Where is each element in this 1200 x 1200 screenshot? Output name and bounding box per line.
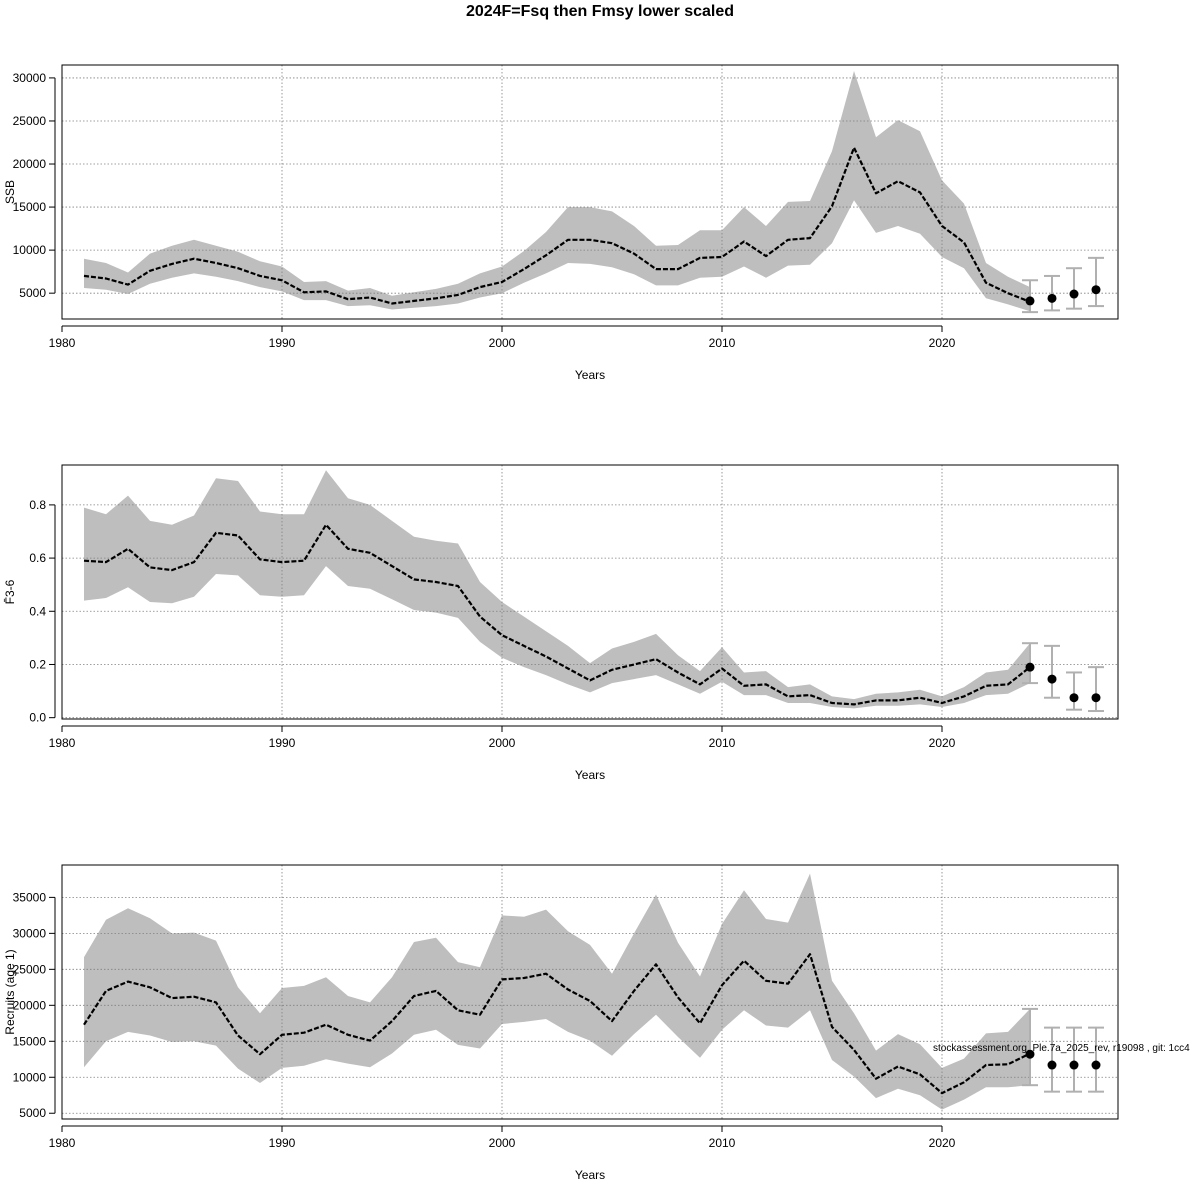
estimate-line — [83, 146, 1031, 305]
x-tick-label: 1990 — [269, 1136, 296, 1150]
x-tick-label: 2020 — [929, 1136, 956, 1150]
chart-panel-2: 1980 1990 2000 2010 2020 Years 0.0 0.2 0.4 0.6 0.8… — [3, 464, 1119, 782]
chart-panel-1: 1980 1990 2000 2010 2020 Years 5000 10000 15000 2… — [3, 64, 1119, 382]
y-tick-label: 20000 — [13, 157, 47, 171]
y-tick-label: 15000 — [13, 200, 47, 214]
y-tick-label: 15000 — [13, 1034, 47, 1048]
x-tick-label: 2000 — [489, 336, 516, 350]
estimate-line — [83, 523, 1031, 706]
y-tick-label: 30000 — [13, 926, 47, 940]
projection-point — [1047, 293, 1057, 303]
figure-title: 2024F=Fsq then Fmsy lower scaled — [466, 3, 734, 20]
x-tick-label: 1980 — [49, 1136, 76, 1150]
plot-frame — [61, 464, 1119, 720]
y-tick-label: 5000 — [19, 286, 46, 300]
watermark-text: stockassessment.org, Ple.7a_2025_rev, r1… — [933, 1043, 1190, 1054]
projection-point — [1025, 1049, 1035, 1059]
y-tick-label: 10000 — [13, 1070, 47, 1084]
y-tick-label: 5000 — [19, 1106, 46, 1120]
confidence-band — [84, 470, 1030, 709]
projection-point — [1069, 1060, 1079, 1070]
y-axis-title: Recruits (age 1) — [3, 949, 17, 1034]
panels: 1980 1990 2000 2010 2020 Years 5000 10000 15000 2… — [3, 64, 1119, 1182]
chart-panel-3: 1980 1990 2000 2010 2020 Years 5000 10000 15000 2… — [3, 864, 1119, 1182]
x-tick-label: 2010 — [709, 736, 736, 750]
plot-frame — [61, 864, 1119, 1120]
y-tick-label: 20000 — [13, 998, 47, 1012]
y-tick-label: 35000 — [13, 890, 47, 904]
x-axis-title: Years — [575, 1168, 605, 1182]
x-tick-label: 1980 — [49, 336, 76, 350]
y-axis-title: SSB — [3, 180, 17, 204]
x-axis-title: Years — [575, 368, 605, 382]
projection-point — [1091, 1060, 1101, 1070]
projection-point — [1025, 296, 1035, 306]
x-tick-label: 2020 — [929, 736, 956, 750]
y-tick-label: 0.0 — [29, 711, 46, 725]
confidence-band — [84, 71, 1030, 312]
x-tick-label: 1990 — [269, 736, 296, 750]
projection-point — [1091, 693, 1101, 703]
x-tick-label: 2010 — [709, 1136, 736, 1150]
projection-point — [1069, 289, 1079, 299]
y-axis-title: F̄3-6 — [3, 579, 17, 604]
x-tick-label: 1980 — [49, 736, 76, 750]
x-tick-label: 2000 — [489, 1136, 516, 1150]
x-axis-title: Years — [575, 768, 605, 782]
projection-point — [1069, 693, 1079, 703]
projection-point — [1025, 662, 1035, 672]
y-tick-label: 25000 — [13, 114, 47, 128]
x-tick-label: 2000 — [489, 736, 516, 750]
y-tick-label: 10000 — [13, 243, 47, 257]
y-tick-label: 0.6 — [29, 551, 46, 565]
confidence-band — [84, 873, 1030, 1110]
y-tick-label: 30000 — [13, 71, 47, 85]
projection-point — [1047, 1060, 1057, 1070]
y-tick-label: 25000 — [13, 962, 47, 976]
x-tick-label: 2020 — [929, 336, 956, 350]
projection-point — [1091, 285, 1101, 295]
estimate-line — [83, 953, 1031, 1095]
y-tick-label: 0.2 — [29, 657, 46, 671]
y-tick-label: 0.8 — [29, 498, 46, 512]
plot-frame — [61, 64, 1119, 320]
projection-point — [1047, 674, 1057, 684]
x-tick-label: 1990 — [269, 336, 296, 350]
y-tick-label: 0.4 — [29, 604, 46, 618]
x-tick-label: 2010 — [709, 336, 736, 350]
